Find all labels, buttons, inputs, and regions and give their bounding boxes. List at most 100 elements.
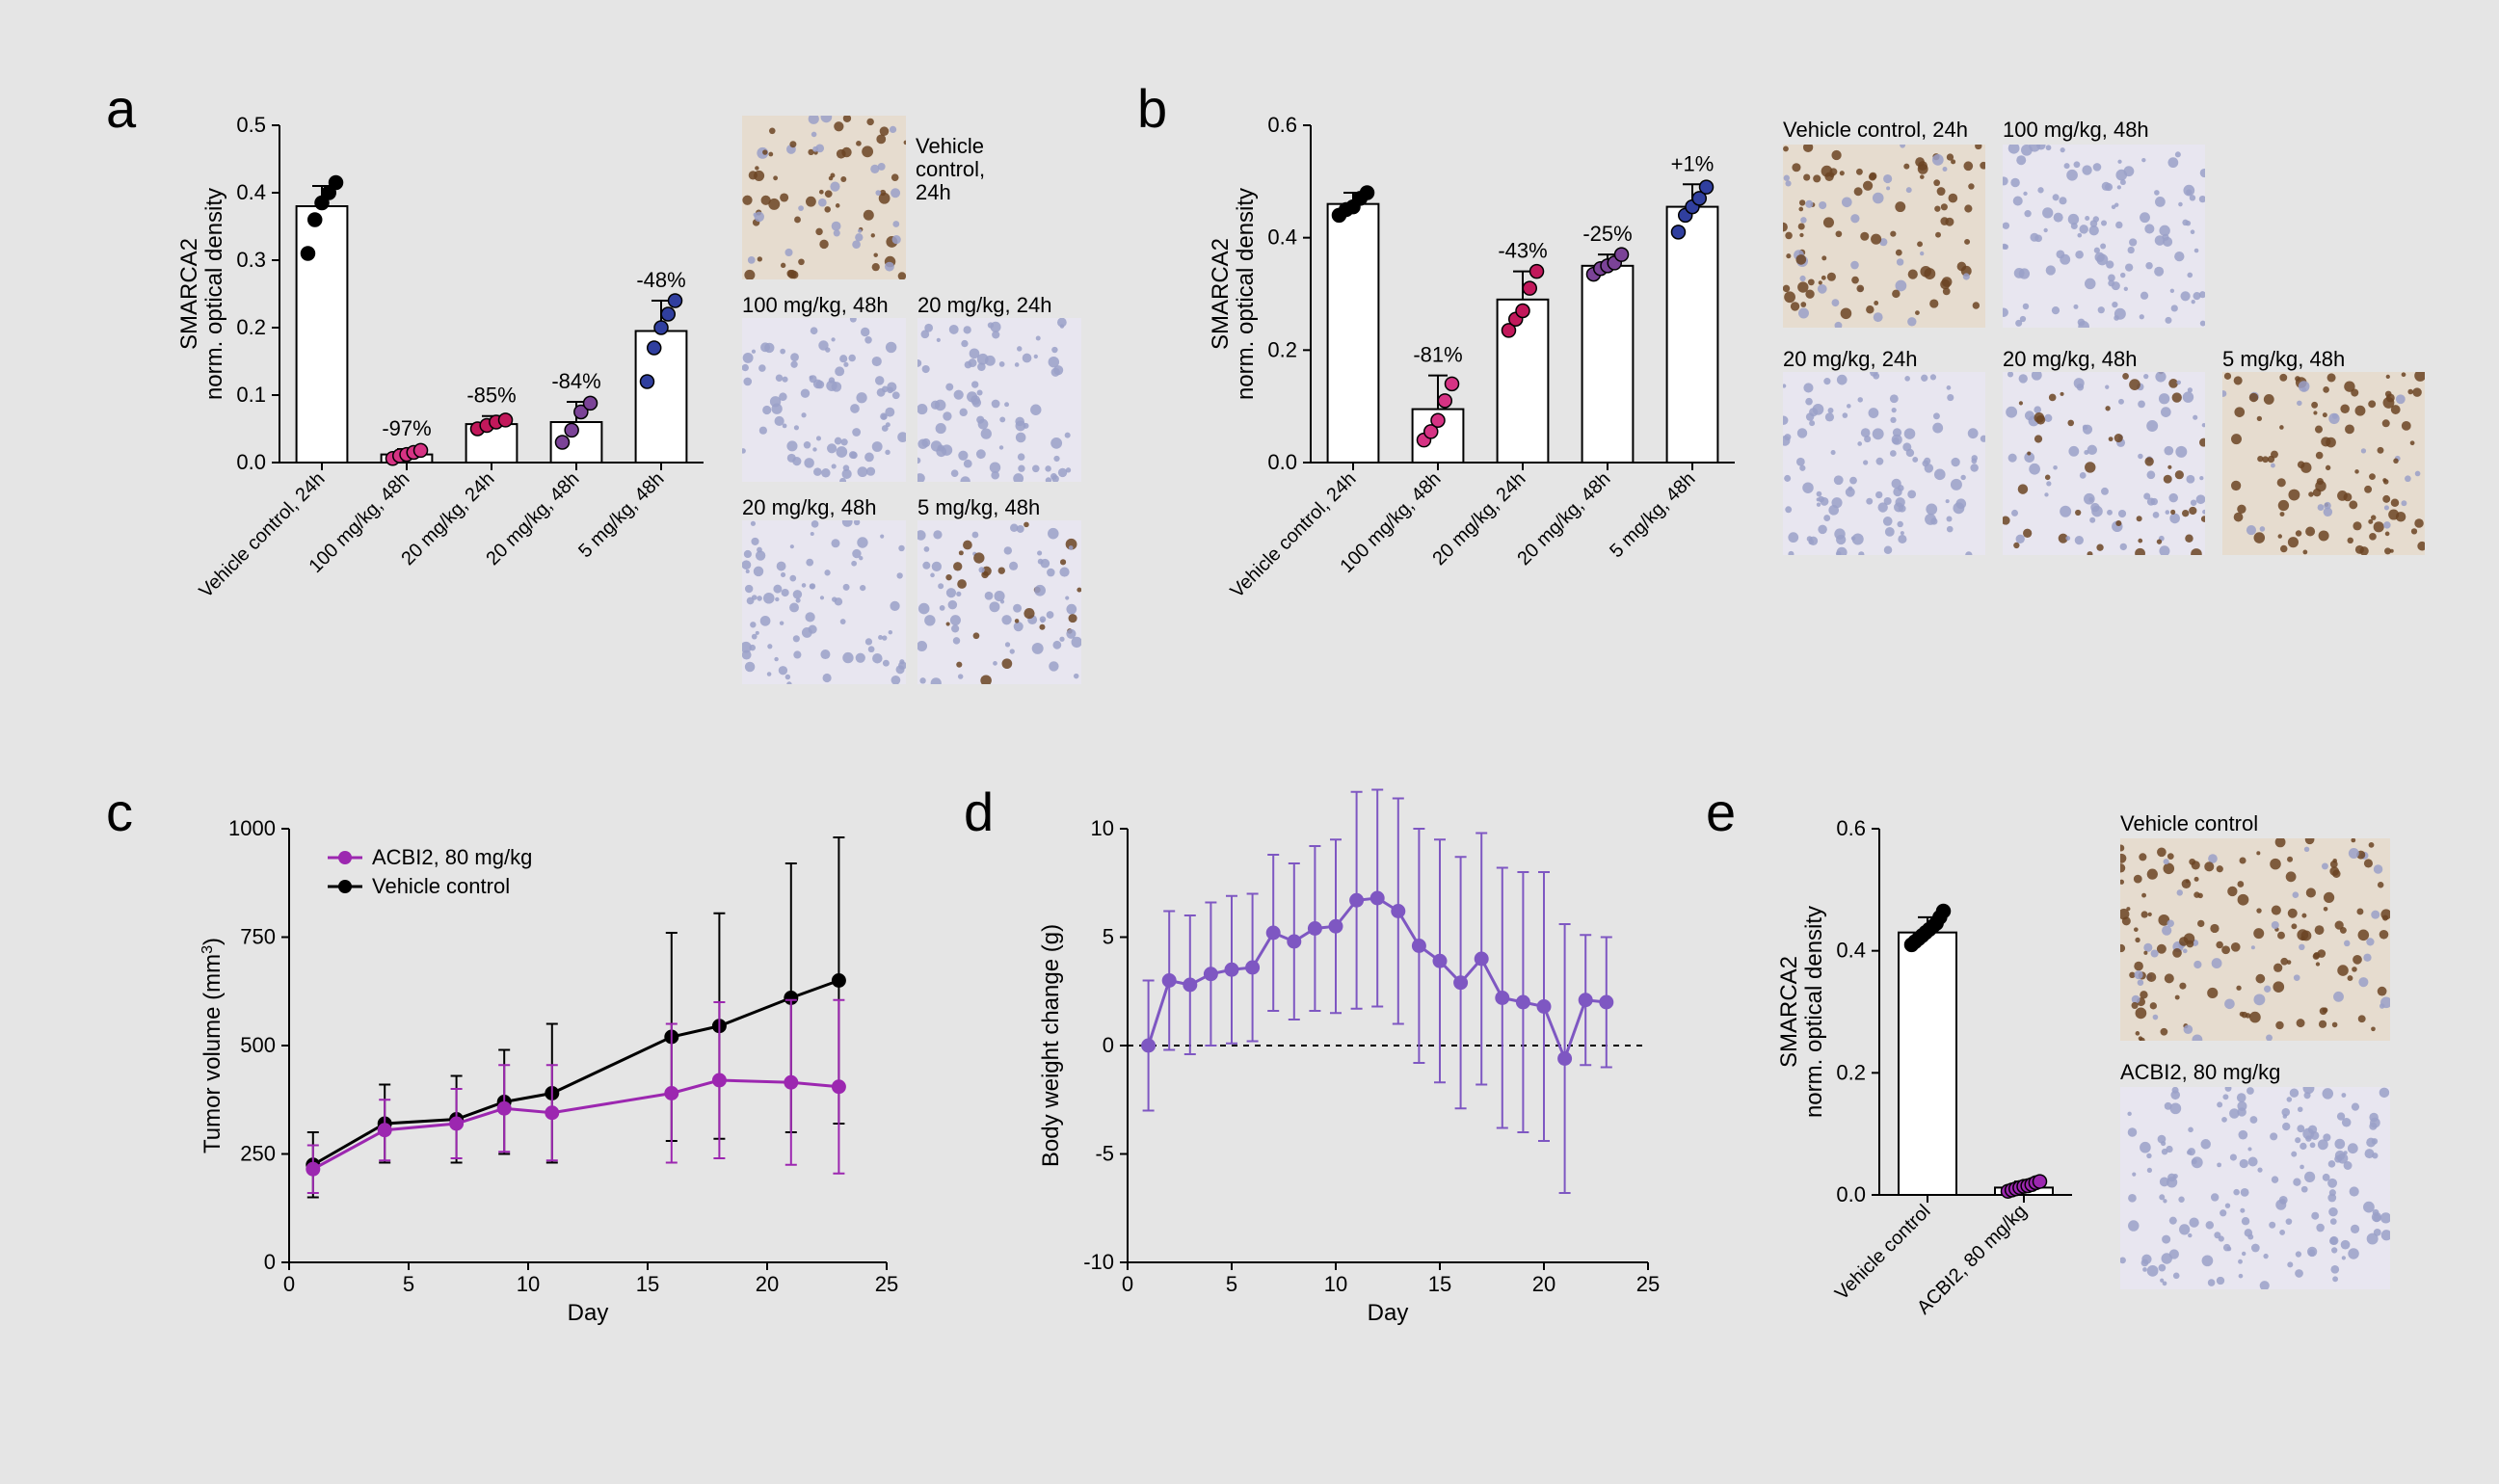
panel-c-chart: 0 250 500 750 1000 0 5 10 15 20 25 Day Tumor volume … (173, 809, 906, 1354)
svg-text:SMARCA2norm. optical density: SMARCA2norm. optical density (176, 188, 227, 400)
panel-label-e: e (1706, 781, 1736, 843)
svg-text:5: 5 (1226, 1272, 1237, 1296)
svg-text:-48%: -48% (636, 268, 685, 292)
svg-text:250: 250 (240, 1142, 276, 1166)
histology-tile (917, 520, 1081, 684)
svg-text:-5: -5 (1095, 1142, 1114, 1166)
svg-text:1000: 1000 (228, 816, 276, 840)
chart-a-svg: 0.0 0.1 0.2 0.3 0.4 0.5 SMARCA2norm. optical d… (173, 106, 713, 646)
panel-b-chart: 0.0 0.2 0.4 0.6 SMARCA2norm. optical density… (1205, 106, 1744, 650)
svg-text:10: 10 (517, 1272, 540, 1296)
svg-text:15: 15 (636, 1272, 659, 1296)
svg-text:Day: Day (568, 1300, 609, 1326)
svg-text:-97%: -97% (382, 416, 431, 440)
svg-text:SMARCA2norm. optical density: SMARCA2norm. optical density (1208, 188, 1259, 400)
chart-c-svg: 0 250 500 750 1000 0 5 10 15 20 25 Day Tumor volume … (173, 809, 906, 1349)
svg-text:0: 0 (1103, 1033, 1114, 1057)
thumbnail-label: 20 mg/kg, 24h (917, 293, 1051, 318)
panel-label-c: c (106, 781, 133, 843)
svg-text:0: 0 (283, 1272, 295, 1296)
chart-b-svg: 0.0 0.2 0.4 0.6 SMARCA2norm. optical density… (1205, 106, 1744, 646)
svg-text:ACBI2, 80 mg/kg: ACBI2, 80 mg/kg (372, 845, 532, 869)
panel-a-chart: 0.0 0.1 0.2 0.3 0.4 0.5 SMARCA2norm. optical d… (173, 106, 713, 650)
thumbnail-label: control, (916, 158, 993, 181)
svg-text:0: 0 (264, 1250, 276, 1274)
svg-text:-43%: -43% (1498, 239, 1547, 263)
svg-text:20: 20 (756, 1272, 779, 1296)
svg-text:5: 5 (403, 1272, 414, 1296)
svg-text:0.4: 0.4 (236, 180, 266, 204)
svg-text:0.0: 0.0 (1836, 1182, 1866, 1206)
svg-text:0.1: 0.1 (236, 383, 266, 407)
thumbnail-label: 5 mg/kg, 48h (917, 495, 1040, 520)
histology-tile (917, 318, 1081, 482)
thumbnail-label: Vehicle (916, 135, 993, 158)
svg-text:Day: Day (1368, 1300, 1409, 1326)
histology-tile (2003, 145, 2205, 328)
svg-text:10: 10 (1324, 1272, 1347, 1296)
histology-tile (742, 520, 906, 684)
svg-text:15: 15 (1428, 1272, 1451, 1296)
histology-tile (2120, 838, 2390, 1041)
svg-text:25: 25 (875, 1272, 898, 1296)
thumbnail-label: Vehicle control (2120, 811, 2258, 836)
svg-text:20: 20 (1532, 1272, 1555, 1296)
svg-text:Tumor volume (mm3): Tumor volume (mm3) (199, 938, 226, 1153)
thumbnail-label: 5 mg/kg, 48h (2222, 347, 2345, 372)
panel-label-b: b (1137, 77, 1167, 140)
thumbnail-label: ACBI2, 80 mg/kg (2120, 1060, 2280, 1085)
histology-tile (2222, 372, 2425, 555)
svg-text:5: 5 (1103, 925, 1114, 949)
figure: a b c d e 0.0 0.1 0.2 0.3 0.4 0.5 SMARCA2norm.… (0, 0, 2499, 1484)
svg-text:500: 500 (240, 1033, 276, 1057)
svg-text:Vehicle control: Vehicle control (1831, 1201, 1935, 1305)
svg-text:0.6: 0.6 (1267, 113, 1297, 137)
svg-text:Vehicle control, 24h: Vehicle control, 24h (1227, 468, 1361, 602)
svg-text:0: 0 (1122, 1272, 1133, 1296)
svg-text:-25%: -25% (1582, 222, 1632, 246)
svg-text:25: 25 (1636, 1272, 1660, 1296)
svg-text:SMARCA2norm. optical density: SMARCA2norm. optical density (1776, 906, 1827, 1118)
svg-text:Vehicle control: Vehicle control (372, 874, 510, 898)
svg-text:0.2: 0.2 (1836, 1060, 1866, 1084)
thumbnail-label: 24h (916, 181, 993, 204)
histology-tile (2120, 1087, 2390, 1289)
panel-label-a: a (106, 77, 136, 140)
svg-text:-81%: -81% (1413, 343, 1462, 367)
thumbnail-label: Vehicle control, 24h (1783, 118, 1968, 143)
histology-tile (1783, 372, 1985, 555)
svg-text:0.2: 0.2 (1267, 337, 1297, 361)
svg-text:0.5: 0.5 (236, 113, 266, 137)
thumbnail-label: 20 mg/kg, 48h (742, 495, 876, 520)
svg-text:-85%: -85% (466, 384, 516, 408)
thumbnail-label: 100 mg/kg, 48h (742, 293, 889, 318)
histology-tile (742, 116, 906, 279)
svg-text:0.4: 0.4 (1267, 225, 1297, 250)
svg-text:-84%: -84% (551, 369, 600, 393)
chart-d-svg: -10 -5 0 5 10 0 5 10 15 20 25 Day Body weight change… (1012, 809, 1667, 1349)
histology-tile (742, 318, 906, 482)
histology-tile (1783, 145, 1985, 328)
svg-text:Vehicle control, 24h: Vehicle control, 24h (196, 468, 330, 602)
panel-d-chart: -10 -5 0 5 10 0 5 10 15 20 25 Day Body weight change… (1012, 809, 1667, 1354)
histology-tile (2003, 372, 2205, 555)
panel-label-d: d (964, 781, 994, 843)
thumbnail-label: 100 mg/kg, 48h (2003, 118, 2149, 143)
panel-e-chart: 0.0 0.2 0.4 0.6 SMARCA2norm. optical density… (1773, 809, 2082, 1354)
thumbnail-label: 20 mg/kg, 24h (1783, 347, 1917, 372)
chart-e-svg: 0.0 0.2 0.4 0.6 SMARCA2norm. optical density… (1773, 809, 2082, 1349)
thumbnail-label: 20 mg/kg, 48h (2003, 347, 2137, 372)
svg-text:10: 10 (1091, 816, 1114, 840)
svg-text:0.2: 0.2 (236, 315, 266, 339)
svg-text:Body weight change (g): Body weight change (g) (1038, 924, 1064, 1167)
svg-text:0.3: 0.3 (236, 248, 266, 272)
svg-text:0.0: 0.0 (236, 450, 266, 474)
svg-text:0.4: 0.4 (1836, 939, 1866, 963)
svg-text:5 mg/kg, 48h: 5 mg/kg, 48h (574, 468, 668, 562)
svg-text:0.6: 0.6 (1836, 816, 1866, 840)
svg-text:5 mg/kg, 48h: 5 mg/kg, 48h (1606, 468, 1699, 562)
svg-text:750: 750 (240, 925, 276, 949)
svg-text:+1%: +1% (1671, 151, 1715, 175)
svg-text:-10: -10 (1083, 1250, 1114, 1274)
svg-text:0.0: 0.0 (1267, 450, 1297, 474)
